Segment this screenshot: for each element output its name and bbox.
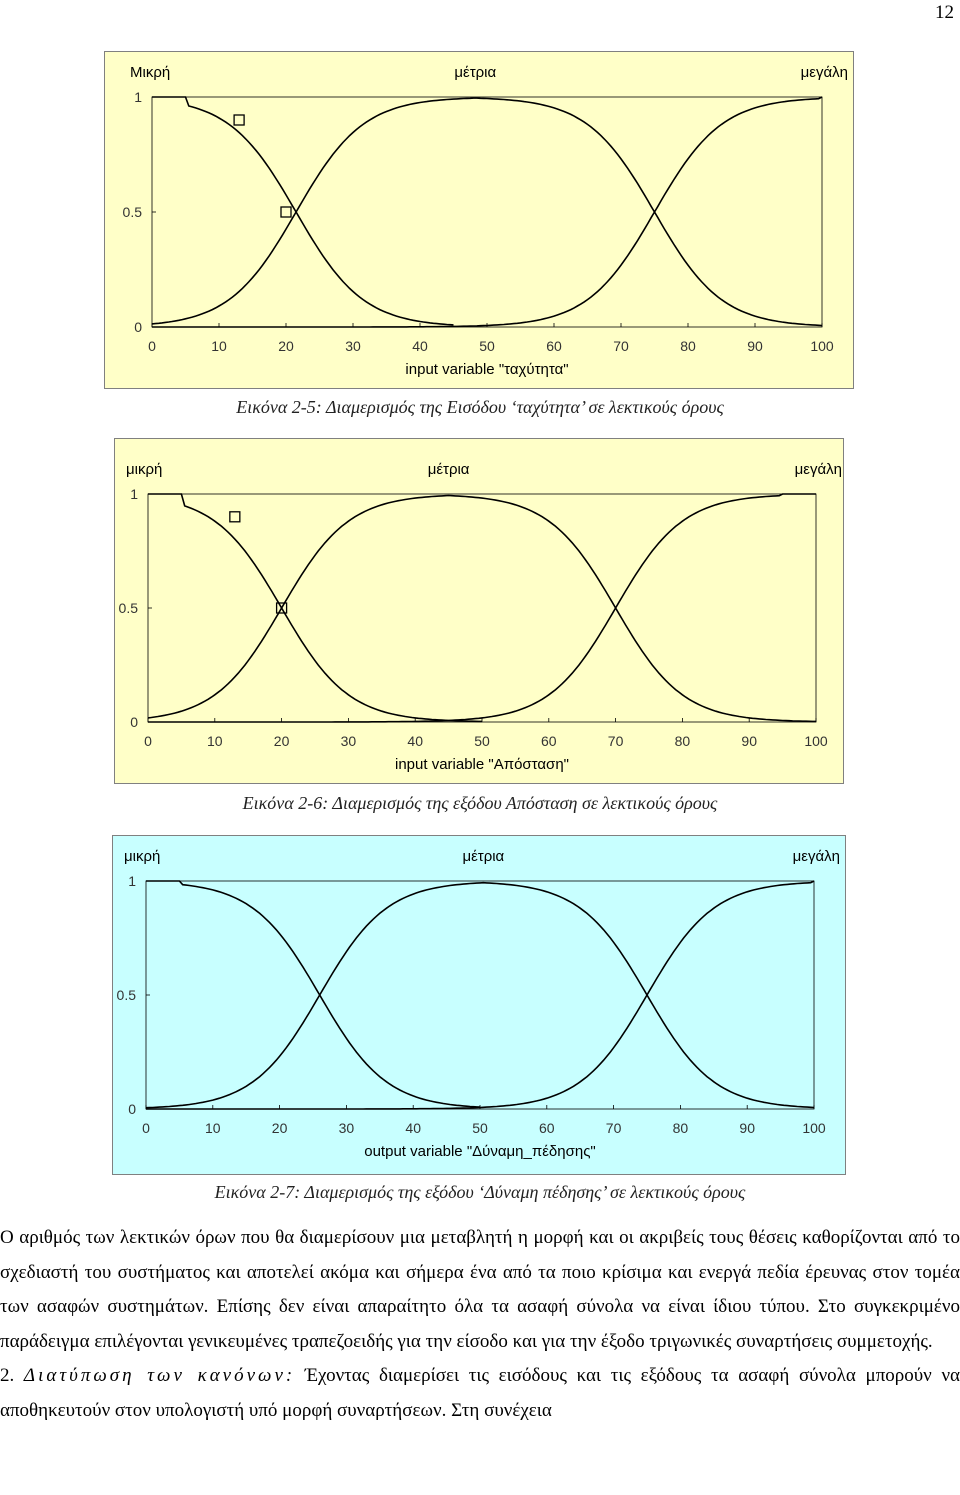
series-label: Μικρή [130, 64, 170, 81]
selection-marker [229, 511, 241, 523]
figure-1-caption: Εικόνα 2-5: Διαμερισμός της Εισόδου ‘ταχ… [236, 397, 724, 417]
x-tick-label: 70 [613, 338, 629, 354]
x-axis-label: output variable "Δύναμη_πέδησης" [364, 1143, 596, 1160]
x-tick-label: 10 [207, 733, 223, 749]
chart-svg: 0 10 20 30 40 50 60 70 80 90 100 0 0.5 1 input variabl… [104, 51, 854, 389]
x-tick-label: 20 [272, 1120, 288, 1136]
x-tick-label: 0 [142, 1120, 150, 1136]
x-tick-label: 70 [608, 733, 624, 749]
chart-background [114, 438, 844, 784]
series-label: μεγάλη [801, 64, 848, 81]
x-tick-label: 30 [339, 1120, 355, 1136]
y-tick-label: 0.5 [123, 204, 143, 220]
selection-marker [275, 602, 288, 614]
y-tick-label: 1 [134, 89, 142, 105]
x-tick-label: 90 [739, 1120, 755, 1136]
x-tick-label: 40 [405, 1120, 421, 1136]
x-tick-label: 30 [341, 733, 357, 749]
selection-marker [233, 114, 245, 126]
x-tick-label: 0 [148, 338, 156, 354]
series-label: μέτρια [462, 848, 504, 865]
x-tick-label: 20 [274, 733, 290, 749]
x-tick-label: 40 [412, 338, 428, 354]
chart-background [112, 835, 846, 1175]
x-tick-label: 30 [345, 338, 361, 354]
chart-svg: 0 10 20 30 40 50 60 70 80 90 100 0 0.5 1 input variabl… [114, 438, 844, 784]
y-tick-label: 0.5 [119, 600, 139, 616]
series-label: μέτρια [454, 64, 496, 81]
chart-svg: 0 10 20 30 40 50 60 70 80 90 100 0 0.5 1 output variab… [112, 835, 846, 1175]
series-label: μεγάλη [795, 461, 842, 478]
x-tick-label: 10 [211, 338, 227, 354]
body-text: Ο αριθμός των λεκτικών όρων που θα διαμε… [0, 1221, 960, 1428]
series-label: μικρή [126, 461, 162, 478]
x-tick-label: 80 [673, 1120, 689, 1136]
x-tick-label: 60 [541, 733, 557, 749]
x-tick-label: 70 [606, 1120, 622, 1136]
selection-marker [280, 206, 292, 218]
x-tick-label: 50 [472, 1120, 488, 1136]
series-line [151, 97, 823, 327]
x-tick-label: 80 [680, 338, 696, 354]
x-tick-label: 90 [747, 338, 763, 354]
figure-2-distance-membership: 0 10 20 30 40 50 60 70 80 90 100 0 0.5 1 input variabl… [114, 438, 844, 784]
x-axis-label: input variable "Απόσταση" [395, 756, 569, 773]
y-tick-label: 0 [130, 714, 138, 730]
series-line [148, 493, 482, 723]
series-label: μεγάλη [793, 848, 840, 865]
chart-background [104, 51, 854, 389]
x-tick-label: 10 [205, 1120, 221, 1136]
series-line [152, 96, 823, 328]
x-tick-label: 80 [675, 733, 691, 749]
x-tick-label: 50 [474, 733, 490, 749]
y-tick-label: 0 [134, 319, 142, 335]
x-tick-label: 60 [546, 338, 562, 354]
y-tick-label: 0 [128, 1101, 136, 1117]
series-line [152, 96, 454, 326]
y-tick-label: 1 [130, 486, 138, 502]
series-line [148, 493, 816, 723]
series-line [145, 881, 815, 1109]
figure-1-speed-membership: 0 10 20 30 40 50 60 70 80 90 100 0 0.5 1 input variabl… [104, 51, 854, 389]
x-tick-label: 100 [802, 1120, 826, 1136]
x-tick-label: 20 [278, 338, 294, 354]
figure-3-braking-membership: 0 10 20 30 40 50 60 70 80 90 100 0 0.5 1 output variab… [112, 835, 846, 1175]
x-tick-label: 100 [810, 338, 834, 354]
series-line [146, 880, 815, 1110]
series-line [147, 494, 816, 723]
series-label: μέτρια [428, 461, 470, 478]
figure-3-caption: Εικόνα 2-7: Διαμερισμός της εξόδου ‘Δύνα… [214, 1182, 746, 1202]
x-tick-label: 40 [407, 733, 423, 749]
x-tick-label: 60 [539, 1120, 555, 1136]
section-heading: Διατύπωση των κανόνων: [23, 1365, 296, 1386]
paragraph-1: Ο αριθμός των λεκτικών όρων που θα διαμε… [0, 1227, 960, 1352]
x-tick-label: 0 [144, 733, 152, 749]
x-tick-label: 90 [741, 733, 757, 749]
page-number: 12 [935, 2, 954, 23]
y-tick-label: 0.5 [117, 987, 137, 1003]
y-tick-label: 1 [128, 873, 136, 889]
list-number: 2. [0, 1365, 15, 1386]
paragraph-2: 2. Διατύπωση των κανόνων: Έχοντας διαμερ… [0, 1359, 960, 1428]
paragraph-2-body: Έχοντας διαμερίσει τις εισόδους και τις … [0, 1365, 960, 1421]
figure-2-caption: Εικόνα 2-6: Διαμερισμός της εξόδου Απόστ… [242, 793, 718, 813]
x-tick-label: 50 [479, 338, 495, 354]
x-axis-label: input variable "ταχύτητα" [405, 361, 568, 378]
series-line [146, 880, 481, 1108]
series-label: μικρή [124, 848, 160, 865]
x-tick-label: 100 [804, 733, 828, 749]
